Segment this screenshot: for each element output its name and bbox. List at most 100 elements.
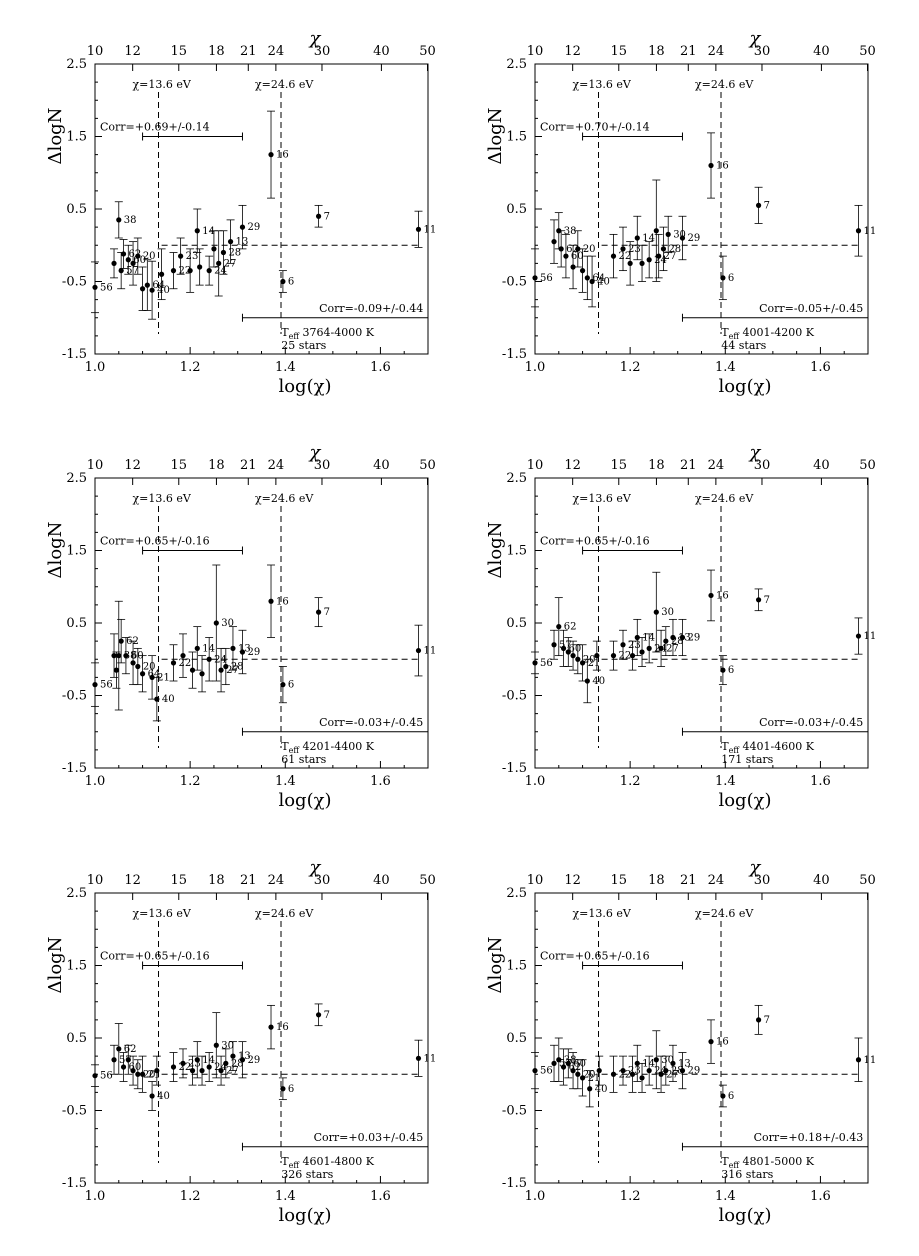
- data-point: [558, 246, 564, 252]
- data-point: [679, 235, 686, 241]
- point-label: 38: [564, 226, 577, 237]
- corr-label: Corr=+0.65+/-0.16: [100, 950, 210, 963]
- x-tick-label: 1.2: [620, 1189, 641, 1204]
- y-axis-title: ΔlogN: [45, 108, 66, 165]
- data-point: [658, 1071, 664, 1077]
- data-point: [220, 249, 227, 256]
- x-tick-label: 1.0: [525, 360, 546, 375]
- data-point: [139, 671, 146, 677]
- data-point: [639, 649, 645, 655]
- data-point: [125, 257, 131, 263]
- point-label: 60: [573, 1058, 586, 1069]
- data-point: [206, 268, 212, 274]
- data-point: [532, 275, 538, 281]
- chart-panel: 1.0 1.2 1.4 1.62.51.50.5-0.5-1.510 12 15 18 21 2…: [45, 28, 436, 397]
- y-tick-label: 2.5: [506, 471, 527, 486]
- data-point: [92, 682, 98, 688]
- data-point: [130, 1068, 136, 1074]
- y-tick-label: -0.5: [502, 1104, 527, 1119]
- point-label: 27: [666, 1069, 679, 1080]
- top-tick-label: 24: [268, 873, 285, 888]
- data-point: [415, 1055, 422, 1061]
- data-point: [634, 235, 640, 241]
- data-point: [551, 239, 557, 245]
- top-tick-label: 24: [708, 44, 725, 59]
- data-point: [855, 633, 862, 639]
- point-label: 40: [597, 277, 610, 288]
- y-tick-label: -0.5: [62, 689, 87, 704]
- y-tick-label: 0.5: [66, 202, 87, 217]
- data-point: [679, 634, 686, 641]
- point-label: 27: [666, 643, 679, 654]
- data-point: [315, 1012, 322, 1018]
- x-tick-label: 1.0: [85, 774, 106, 789]
- data-point: [720, 275, 726, 281]
- data-point: [130, 660, 136, 666]
- point-label: 30: [221, 1040, 234, 1051]
- x-tick-label: 1.4: [275, 360, 296, 375]
- data-point: [111, 653, 117, 659]
- ionization-label: χ=13.6 eV: [133, 78, 192, 91]
- data-point: [268, 152, 274, 158]
- point-label: 24: [654, 255, 667, 266]
- point-label: 24: [214, 266, 227, 277]
- top-tick-label: 15: [170, 44, 187, 59]
- point-label: 38: [124, 651, 137, 662]
- corr-label: Corr=-0.03+/-0.45: [319, 716, 423, 729]
- chart-panel: 1.0 1.2 1.4 1.62.51.50.5-0.5-1.510 12 15 18 21 2…: [45, 442, 436, 811]
- ionization-label: χ=24.6 eV: [695, 907, 754, 920]
- point-label: 23: [186, 251, 199, 262]
- point-label: 57: [559, 1058, 572, 1069]
- x-tick-label: 1.0: [525, 774, 546, 789]
- y-axis-title: ΔlogN: [485, 108, 506, 165]
- y-axis-title: ΔlogN: [45, 937, 66, 994]
- star-count: 316 stars: [721, 1168, 773, 1181]
- top-tick-label: 10: [87, 873, 104, 888]
- y-tick-label: 1.5: [66, 959, 87, 974]
- point-label: 20: [143, 662, 156, 673]
- data-point: [111, 260, 117, 266]
- point-label: 14: [642, 1058, 655, 1069]
- point-label: 40: [162, 694, 175, 705]
- data-point: [755, 1017, 762, 1023]
- point-label: 14: [202, 1055, 215, 1066]
- data-point: [189, 1068, 196, 1074]
- x-axis-title: log(χ): [718, 376, 771, 397]
- point-label: 16: [716, 1037, 729, 1048]
- top-tick-label: 15: [610, 873, 627, 888]
- x-tick-label: 1.2: [620, 360, 641, 375]
- point-label: 22: [618, 1069, 631, 1080]
- y-tick-label: -1.5: [62, 1176, 87, 1191]
- point-label: 22: [178, 266, 191, 277]
- teff-label: Teff 4401-4600 K: [721, 740, 814, 755]
- point-label: 23: [628, 640, 641, 651]
- point-label: 20: [583, 1069, 596, 1080]
- point-label: 13: [678, 1058, 691, 1069]
- data-point: [579, 1075, 586, 1081]
- data-point: [125, 1057, 131, 1063]
- y-tick-label: -0.5: [502, 275, 527, 290]
- point-label: 13: [238, 643, 251, 654]
- data-point: [560, 645, 567, 651]
- y-tick-label: 2.5: [66, 471, 87, 486]
- point-label: 11: [863, 631, 876, 642]
- teff-label: Teff 3764-4000 K: [281, 326, 374, 341]
- x-tick-label: 1.2: [180, 360, 201, 375]
- data-point: [92, 1073, 98, 1079]
- data-point: [629, 1071, 636, 1077]
- top-tick-label: 21: [680, 873, 697, 888]
- top-tick-label: 12: [564, 458, 581, 473]
- top-axis-title: χ: [308, 28, 322, 49]
- data-point: [315, 609, 322, 615]
- data-point: [639, 260, 645, 266]
- point-label: 30: [673, 229, 686, 240]
- data-point: [663, 1068, 669, 1074]
- corr-label: Corr=-0.05+/-0.45: [759, 302, 863, 315]
- top-tick-label: 40: [373, 873, 390, 888]
- top-tick-label: 50: [419, 44, 436, 59]
- point-label: 20: [143, 251, 156, 262]
- point-label: 6: [728, 1091, 734, 1102]
- y-tick-label: -1.5: [62, 761, 87, 776]
- data-point: [230, 645, 236, 651]
